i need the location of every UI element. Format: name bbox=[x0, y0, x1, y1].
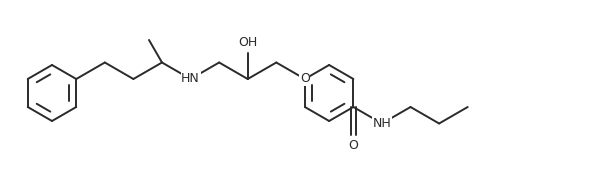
Text: OH: OH bbox=[238, 36, 257, 49]
Text: O: O bbox=[349, 139, 358, 152]
Text: NH: NH bbox=[372, 117, 391, 130]
Text: HN: HN bbox=[181, 73, 200, 86]
Text: O: O bbox=[300, 73, 310, 86]
